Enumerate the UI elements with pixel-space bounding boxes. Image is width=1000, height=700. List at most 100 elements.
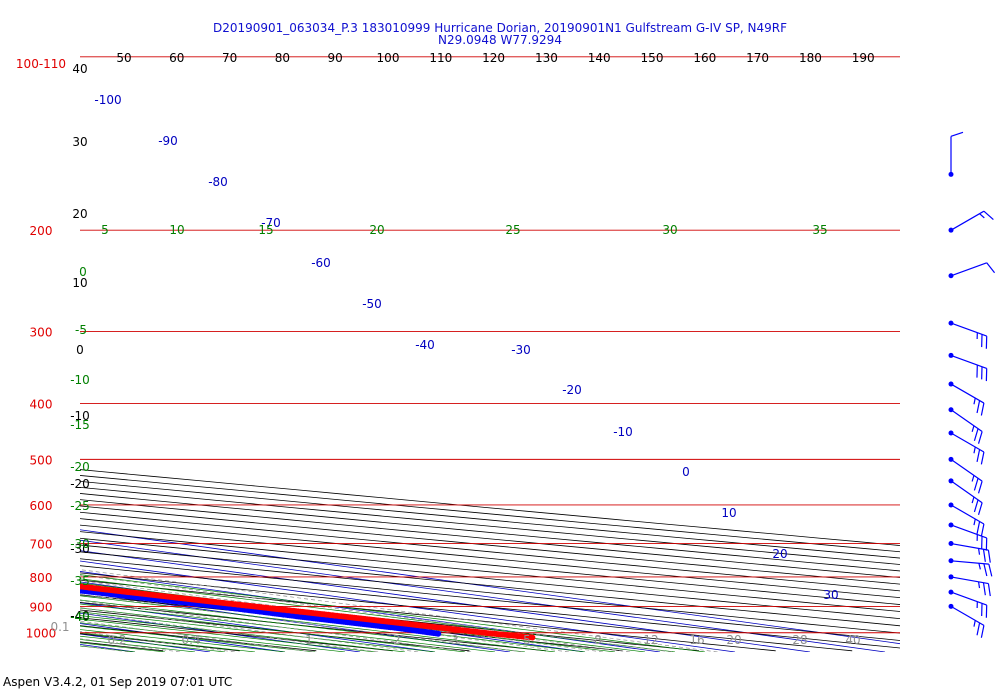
wind-barb-flag [974, 429, 978, 441]
wind-barb-flag [977, 450, 980, 462]
wind-barb-half-flag [974, 620, 975, 626]
dewpoint-point [73, 587, 79, 593]
dry-adiabat-line [0, 69, 1000, 651]
wind-barb-flag [984, 564, 987, 576]
dewpoint-point [62, 586, 68, 592]
dewpoint-point [60, 586, 66, 592]
dry-adiabat-line [0, 69, 469, 651]
wind-barb-staff [951, 577, 988, 584]
wind-barb-half-flag [972, 497, 974, 503]
moist-adiabat-label: -40 [70, 610, 90, 624]
isotherm-label: -80 [208, 175, 228, 189]
temperature-point [63, 582, 69, 588]
dewpoint-point [0, 579, 1, 585]
moist-adiabat-label: 25 [505, 223, 520, 237]
isotherm-line [0, 69, 60, 652]
dry-adiabat-line [0, 69, 929, 651]
dewpoint-point [58, 586, 64, 592]
wind-barb-staff [951, 606, 984, 625]
dry-adiabat-line [0, 69, 1000, 651]
mixing-ratio-label: 0.1 [50, 620, 69, 634]
wind-barb [949, 590, 987, 618]
moist-adiabat-line [0, 230, 345, 652]
dry-adiabat-line [0, 69, 1000, 651]
isotherm-line [0, 69, 285, 652]
moist-adiabat-label: -30 [70, 537, 90, 551]
dewpoint-point [21, 581, 27, 587]
dry-adiabat-line [0, 69, 1000, 651]
moist-adiabat-label: 5 [101, 223, 109, 237]
top-temperature-label: 60 [169, 51, 184, 65]
pressure-label: 600 [30, 499, 53, 513]
pressure-label: 500 [30, 453, 53, 467]
dry-adiabat-line [0, 69, 1000, 651]
temperature-point [58, 581, 64, 587]
mixing-ratio-label: 0.2 [107, 633, 126, 647]
top-temperature-label: 50 [116, 51, 131, 65]
wind-barb [949, 502, 984, 536]
top-temperature-label: 90 [328, 51, 343, 65]
wind-barb-half-flag [972, 475, 974, 481]
dewpoint-point [12, 580, 18, 586]
dewpoint-point [3, 580, 9, 586]
dewpoint-point [435, 631, 441, 637]
temperature-point [7, 575, 13, 581]
moist-adiabat-label: 35 [812, 223, 827, 237]
temperature-point [52, 580, 58, 586]
temperature-point [22, 577, 28, 583]
dry-adiabat-line [0, 69, 1000, 651]
pressure-label: 400 [30, 398, 53, 412]
moist-adiabat-label: 0 [79, 265, 87, 279]
top-temperature-label: 180 [799, 51, 822, 65]
moist-adiabat-label: 30 [662, 223, 677, 237]
left-temperature-label: 40 [72, 62, 87, 76]
grid-layer [0, 69, 1000, 652]
dewpoint-point [1, 579, 7, 585]
isotherm-label: 30 [823, 588, 838, 602]
moist-adiabat-label: -10 [70, 373, 90, 387]
wind-barb-flag [988, 584, 990, 597]
dry-adiabat-line [0, 69, 1000, 651]
wind-barb-staff [951, 263, 987, 276]
wind-barb-flag [981, 452, 984, 464]
dry-adiabat-line [0, 69, 1000, 651]
wind-barb [949, 382, 984, 416]
moist-adiabat-line [0, 230, 495, 652]
mixing-ratio-label: 8 [594, 633, 602, 647]
dry-adiabat-line [0, 69, 163, 651]
wind-barb-flag [977, 401, 980, 413]
isotherm-label: -50 [362, 297, 382, 311]
pressure-label: 800 [30, 571, 53, 585]
isotherm-label: -60 [311, 256, 331, 270]
temperature-point [4, 575, 10, 581]
isotherm-line [0, 69, 885, 652]
dewpoint-point [19, 581, 25, 587]
mixing-ratio-label: 3 [451, 633, 459, 647]
wind-barb-half-flag [980, 214, 985, 218]
top-temperature-label: 110 [429, 51, 452, 65]
wind-barb-flag [974, 500, 978, 512]
mixing-ratio-label: 40 [845, 633, 860, 647]
moist-adiabat-line [0, 230, 435, 652]
wind-barb-staff [951, 459, 982, 481]
dewpoint-point [54, 585, 60, 591]
dry-adiabat-line [0, 69, 1000, 651]
dewpoint-point [23, 582, 29, 588]
wind-barb-flag [988, 550, 990, 563]
mixing-ratio-label: 1 [305, 633, 313, 647]
mixing-ratio-line [0, 332, 129, 652]
isotherm-line [0, 69, 435, 652]
wind-barb [949, 541, 991, 563]
dry-adiabat-line [0, 69, 1000, 651]
moist-adiabat-label: 20 [369, 223, 384, 237]
pressure-label: 700 [30, 538, 53, 552]
wind-barb-flag [981, 524, 984, 536]
dry-adiabat-line [0, 69, 776, 651]
wind-barb-flag [989, 564, 992, 576]
moist-adiabat-label: -15 [70, 418, 90, 432]
dewpoint-point [0, 579, 5, 585]
dewpoint-point [49, 585, 55, 591]
wind-barb [949, 478, 983, 514]
mixing-ratio-label: 28 [792, 633, 807, 647]
